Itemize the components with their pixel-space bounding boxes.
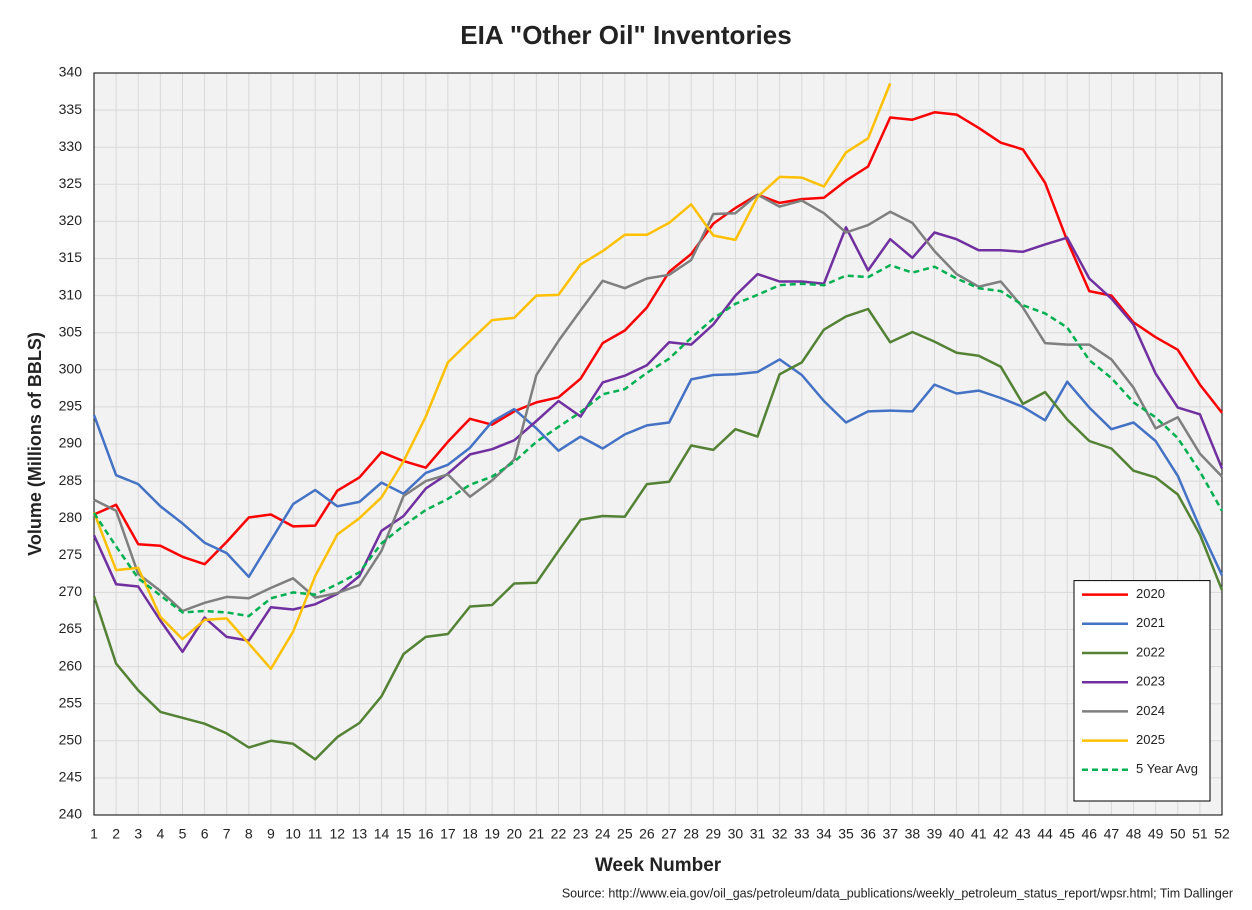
y-tick-label: 245 bbox=[59, 769, 83, 785]
x-tick-label: 33 bbox=[794, 826, 810, 842]
x-tick-label: 42 bbox=[993, 826, 1009, 842]
legend-label: 5 Year Avg bbox=[1136, 761, 1198, 776]
series-line bbox=[92, 82, 892, 671]
x-tick-label: 19 bbox=[484, 826, 500, 842]
x-tick-label: 44 bbox=[1037, 826, 1053, 842]
x-tick-label: 23 bbox=[573, 826, 589, 842]
y-tick-label: 305 bbox=[59, 323, 83, 339]
series-line bbox=[92, 226, 1224, 654]
x-tick-label: 4 bbox=[156, 826, 164, 842]
chart-title: EIA "Other Oil" Inventories bbox=[460, 20, 791, 50]
y-tick-label: 340 bbox=[59, 64, 83, 80]
x-tick-label: 43 bbox=[1015, 826, 1031, 842]
y-tick-label: 240 bbox=[59, 806, 83, 822]
y-tick-label: 250 bbox=[59, 732, 83, 748]
y-tick-label: 330 bbox=[59, 138, 83, 154]
y-tick-label: 275 bbox=[59, 546, 83, 562]
x-tick-label: 16 bbox=[418, 826, 434, 842]
x-tick-label: 20 bbox=[506, 826, 522, 842]
x-tick-label: 26 bbox=[639, 826, 655, 842]
legend-label: 2023 bbox=[1136, 674, 1165, 689]
x-tick-label: 49 bbox=[1148, 826, 1164, 842]
y-tick-label: 265 bbox=[59, 620, 83, 636]
legend-label: 2020 bbox=[1136, 586, 1165, 601]
x-tick-label: 30 bbox=[728, 826, 744, 842]
x-tick-label: 35 bbox=[838, 826, 854, 842]
x-tick-label: 37 bbox=[882, 826, 898, 842]
x-tick-label: 51 bbox=[1192, 826, 1208, 842]
y-tick-label: 295 bbox=[59, 398, 83, 414]
y-tick-label: 260 bbox=[59, 657, 83, 673]
legend-label: 2024 bbox=[1136, 703, 1165, 718]
x-tick-label: 38 bbox=[905, 826, 921, 842]
plot-frame bbox=[93, 72, 1223, 816]
x-tick-label: 22 bbox=[551, 826, 567, 842]
x-axis-label: Week Number bbox=[595, 855, 722, 876]
x-tick-label: 29 bbox=[706, 826, 722, 842]
x-tick-label: 3 bbox=[134, 826, 142, 842]
y-tick-label: 300 bbox=[59, 361, 83, 377]
y-tick-label: 290 bbox=[59, 435, 83, 451]
x-tick-label: 47 bbox=[1104, 826, 1120, 842]
y-tick-label: 280 bbox=[59, 509, 83, 525]
x-tick-label: 13 bbox=[352, 826, 368, 842]
x-tick-label: 27 bbox=[661, 826, 677, 842]
x-tick-label: 8 bbox=[245, 826, 253, 842]
source-note: Source: http://www.eia.gov/oil_gas/petro… bbox=[562, 886, 1233, 900]
x-tick-label: 52 bbox=[1214, 826, 1230, 842]
x-tick-label: 50 bbox=[1170, 826, 1186, 842]
x-tick-label: 28 bbox=[683, 826, 699, 842]
x-tick-label: 40 bbox=[949, 826, 965, 842]
legend-label: 2021 bbox=[1136, 615, 1165, 630]
x-tick-label: 17 bbox=[440, 826, 456, 842]
x-tick-label: 25 bbox=[617, 826, 633, 842]
y-tick-label: 270 bbox=[59, 583, 83, 599]
series-line bbox=[93, 193, 1223, 613]
legend-box bbox=[1073, 580, 1211, 802]
legend-label: 2025 bbox=[1136, 732, 1165, 747]
y-tick-label: 310 bbox=[59, 286, 83, 302]
series-line bbox=[92, 307, 1224, 761]
x-tick-label: 1 bbox=[90, 826, 98, 842]
series-line bbox=[92, 358, 1224, 579]
x-tick-label: 12 bbox=[330, 826, 346, 842]
x-tick-label: 6 bbox=[201, 826, 209, 842]
x-tick-label: 5 bbox=[179, 826, 187, 842]
x-tick-label: 46 bbox=[1082, 826, 1098, 842]
y-tick-label: 325 bbox=[59, 175, 83, 191]
y-tick-label: 315 bbox=[59, 249, 83, 265]
y-tick-label: 335 bbox=[59, 101, 83, 117]
x-tick-label: 39 bbox=[927, 826, 943, 842]
x-tick-label: 15 bbox=[396, 826, 412, 842]
series-line bbox=[92, 263, 1224, 618]
x-tick-label: 7 bbox=[223, 826, 231, 842]
x-tick-label: 41 bbox=[971, 826, 987, 842]
y-tick-label: 285 bbox=[59, 472, 83, 488]
y-axis-label: Volume (Millions of BBLS) bbox=[25, 332, 45, 556]
x-tick-label: 11 bbox=[308, 826, 323, 842]
y-tick-label: 255 bbox=[59, 694, 83, 710]
x-tick-label: 14 bbox=[374, 826, 390, 842]
x-tick-label: 48 bbox=[1126, 826, 1142, 842]
x-tick-label: 36 bbox=[860, 826, 876, 842]
x-tick-label: 18 bbox=[462, 826, 478, 842]
x-tick-label: 32 bbox=[772, 826, 788, 842]
x-tick-label: 34 bbox=[816, 826, 832, 842]
y-tick-label: 320 bbox=[59, 212, 83, 228]
x-tick-label: 24 bbox=[595, 826, 611, 842]
x-tick-label: 45 bbox=[1059, 826, 1075, 842]
x-tick-label: 2 bbox=[112, 826, 120, 842]
x-tick-label: 10 bbox=[285, 826, 301, 842]
legend-label: 2022 bbox=[1136, 644, 1165, 659]
x-tick-label: 9 bbox=[267, 826, 275, 842]
x-tick-label: 21 bbox=[529, 826, 545, 842]
x-tick-label: 31 bbox=[750, 826, 766, 842]
